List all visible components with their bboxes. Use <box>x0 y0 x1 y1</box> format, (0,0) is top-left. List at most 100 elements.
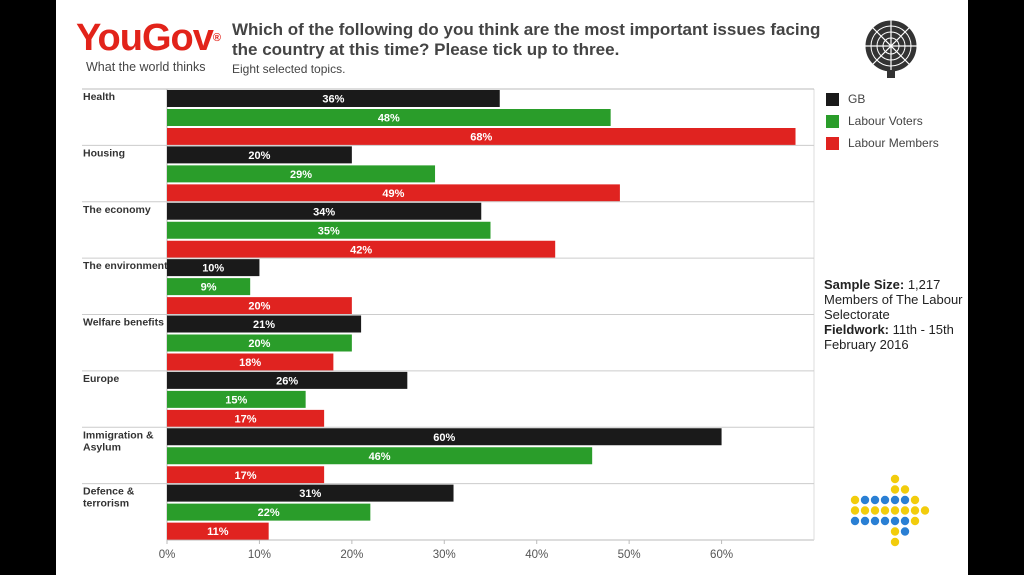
bar-defence-terrorism-labour-members <box>167 522 269 540</box>
legend-swatch-labour-voters <box>826 115 839 128</box>
arrow-dot <box>900 495 910 505</box>
bar-housing-gb <box>167 146 352 164</box>
x-tick-label: 60% <box>710 549 733 561</box>
arrow-dot <box>880 495 890 505</box>
data-label-health-labour-members: 68% <box>470 132 492 144</box>
yougov-logo: YouGov® What the world thinks <box>76 18 226 78</box>
bar-housing-labour-members <box>167 184 620 202</box>
legend-swatch-labour-members <box>826 137 839 150</box>
legend-item-gb: GB <box>826 90 966 112</box>
data-label-the-environment-gb: 10% <box>202 263 224 275</box>
fieldwork-value: 11th - 15th February 2016 <box>824 322 954 352</box>
arrow-dot <box>910 516 920 526</box>
bar-the-environment-gb <box>167 259 260 277</box>
bar-the-economy-gb <box>167 202 482 220</box>
arrow-dot <box>900 506 910 515</box>
chart-legend: GB Labour Voters Labour Members <box>826 90 966 156</box>
arrow-dot <box>890 495 900 505</box>
data-label-defence-terrorism-gb: 31% <box>299 488 321 500</box>
data-label-welfare-benefits-gb: 21% <box>253 319 275 331</box>
category-label-defence-terrorism: Defence & terrorism <box>83 486 135 510</box>
data-label-the-environment-labour-voters: 9% <box>201 282 217 294</box>
data-label-the-environment-labour-members: 20% <box>248 301 270 313</box>
legend-swatch-gb <box>826 93 839 106</box>
bar-the-environment-labour-voters <box>167 278 251 296</box>
arrow-dot <box>890 527 900 536</box>
category-label-welfare-benefits: Welfare benefits <box>83 317 164 329</box>
bar-health-labour-voters <box>167 109 611 126</box>
arrow-dot <box>860 506 870 515</box>
data-label-defence-terrorism-labour-members: 11% <box>207 526 229 538</box>
bar-welfare-benefits-labour-members <box>167 353 334 371</box>
legend-item-labour-members: Labour Members <box>826 134 966 156</box>
category-label-the-environment: The environment <box>83 260 168 272</box>
arrow-dot <box>910 495 920 505</box>
data-label-housing-gb: 20% <box>248 150 270 162</box>
data-label-housing-labour-members: 49% <box>382 188 404 200</box>
arrow-dot <box>890 506 900 515</box>
bar-immigration-asylum-gb <box>167 428 722 446</box>
x-tick-label: 50% <box>618 549 641 561</box>
legend-label-labour-voters: Labour Voters <box>848 114 923 128</box>
data-label-health-labour-voters: 48% <box>378 113 400 125</box>
arrow-dot <box>870 495 880 505</box>
sample-info: Sample Size: 1,217 Members of The Labour… <box>824 277 964 352</box>
bar-the-economy-labour-voters <box>167 221 491 239</box>
arrow-dot <box>900 516 910 526</box>
legend-label-labour-members: Labour Members <box>848 136 939 150</box>
legend-item-labour-voters: Labour Voters <box>826 112 966 134</box>
bar-housing-labour-voters <box>167 165 436 183</box>
x-tick-label: 40% <box>525 549 548 561</box>
arrow-dot <box>850 516 860 526</box>
bar-europe-labour-voters <box>167 390 306 408</box>
sample-size-label: Sample Size: <box>824 277 905 292</box>
chart-frame: YouGov® What the world thinks Which of t… <box>56 0 968 575</box>
logo-wordmark: YouGov® <box>76 17 221 59</box>
arrow-dot <box>870 506 880 515</box>
data-label-the-economy-labour-members: 42% <box>350 244 372 256</box>
arrow-dot <box>890 516 900 526</box>
data-label-defence-terrorism-labour-voters: 22% <box>258 507 280 519</box>
bar-welfare-benefits-gb <box>167 315 362 333</box>
data-label-europe-gb: 26% <box>276 375 298 387</box>
bar-immigration-asylum-labour-voters <box>167 447 593 465</box>
bar-defence-terrorism-labour-voters <box>167 503 371 521</box>
data-label-the-economy-gb: 34% <box>313 206 335 218</box>
logo-you: You <box>76 17 143 59</box>
data-label-welfare-benefits-labour-voters: 20% <box>248 338 270 350</box>
category-label-housing: Housing <box>83 147 125 159</box>
arrow-dot <box>900 485 910 494</box>
arrow-dot <box>850 495 860 505</box>
bar-europe-labour-members <box>167 409 325 427</box>
bar-defence-terrorism-gb <box>167 484 454 502</box>
x-tick-label: 30% <box>433 549 456 561</box>
bar-welfare-benefits-labour-voters <box>167 334 352 352</box>
chart-title: Which of the following do you think are … <box>232 20 821 59</box>
bar-europe-gb <box>167 371 408 389</box>
logo-tagline: What the world thinks <box>86 60 206 74</box>
data-label-immigration-asylum-gb: 60% <box>433 432 455 444</box>
chart-subtitle: Eight selected topics. <box>232 62 346 76</box>
arrow-dot <box>860 516 870 526</box>
x-tick-label: 20% <box>340 549 363 561</box>
arrow-dot <box>890 537 900 547</box>
data-label-europe-labour-members: 17% <box>235 413 257 425</box>
bar-health-gb <box>167 90 500 107</box>
data-label-immigration-asylum-labour-voters: 46% <box>369 451 391 463</box>
arrow-dot <box>890 485 900 494</box>
arrow-dot <box>910 506 920 515</box>
arrow-dot <box>860 495 870 505</box>
arrow-dot <box>900 527 910 536</box>
category-label-the-economy: The economy <box>83 204 151 216</box>
dotted-arrow-icon <box>850 474 930 547</box>
sample-size-value: 1,217 Members of The Labour Selectorate <box>824 277 963 322</box>
logo-gov: Gov <box>141 17 214 59</box>
x-tick-label: 0% <box>159 549 176 561</box>
arrow-dot <box>850 506 860 515</box>
arrow-dot <box>880 516 890 526</box>
bar-chart: Health 36% 48% 68% Housing 20% 29% 49% The econo… <box>82 88 815 561</box>
fieldwork-label: Fieldwork: <box>824 322 890 337</box>
bar-health-labour-members <box>167 128 796 145</box>
data-label-welfare-benefits-labour-members: 18% <box>239 357 261 369</box>
bar-the-economy-labour-members <box>167 240 556 258</box>
